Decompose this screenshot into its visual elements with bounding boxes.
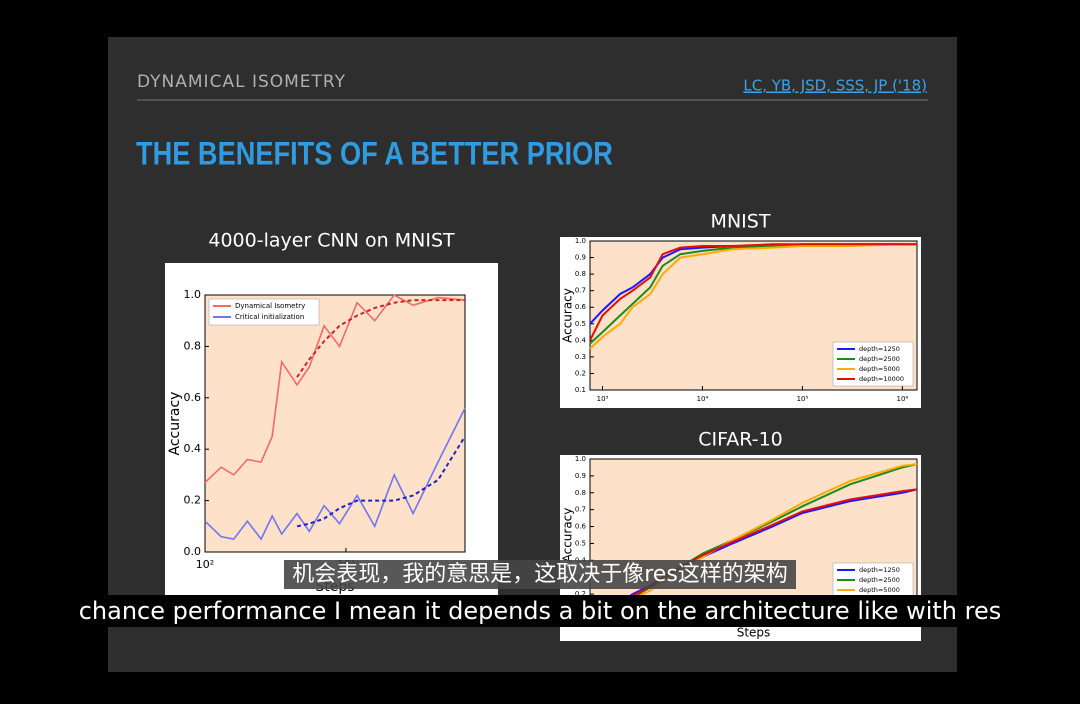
y-tick-label: 0.2	[575, 590, 586, 598]
legend-label: depth=1250	[859, 566, 900, 574]
legend-box	[208, 298, 320, 326]
x-tick-label: 10⁴	[697, 395, 709, 403]
y-tick-label: 0.9	[575, 472, 586, 480]
subtitle-zh: 机会表现，我的意思是，这取决于像res这样的架构	[0, 556, 1080, 589]
legend-label: depth=10000	[859, 375, 904, 383]
y-tick-label: 0.8	[184, 339, 202, 352]
legend-label: Dynamical Isometry	[235, 302, 305, 310]
y-tick-label: 0.5	[575, 539, 586, 547]
x-tick-label: 10³	[597, 395, 609, 403]
legend-label: depth=5000	[859, 365, 900, 373]
y-tick-label: 0.3	[575, 353, 586, 361]
series-line	[589, 243, 917, 350]
y-axis-label: Accuracy	[561, 288, 575, 343]
y-tick-label: 1.0	[184, 288, 202, 301]
x-tick-label: 10⁵	[797, 395, 809, 403]
y-tick-label: 1.0	[575, 237, 586, 245]
y-tick-label: 0.9	[575, 254, 586, 262]
plot-area	[204, 294, 466, 553]
x-axis-label: Steps	[737, 626, 771, 640]
legend-label: depth=1250	[859, 345, 900, 353]
y-axis-label: Accuracy	[167, 392, 183, 456]
y-tick-label: 0.7	[575, 506, 586, 514]
y-axis-label: Accuracy	[561, 508, 575, 563]
x-tick-label: 10⁶	[897, 395, 909, 403]
y-tick-label: 0.6	[184, 391, 202, 404]
series-line	[204, 293, 466, 484]
y-tick-label: 0.7	[575, 287, 586, 295]
y-tick-label: 0.4	[575, 336, 587, 344]
y-tick-label: 0.6	[575, 523, 587, 531]
y-tick-label: 0.2	[575, 369, 586, 377]
legend-label: depth=2500	[859, 355, 900, 363]
reference-link[interactable]: LC, YB, JSD, SSS, JP ('18)	[743, 77, 927, 95]
y-tick-label: 0.4	[184, 442, 202, 455]
legend-label: depth=5000	[859, 586, 900, 594]
chart-title: MNIST	[711, 211, 771, 233]
series-line	[204, 407, 466, 541]
x-tick-label: 10²	[196, 558, 214, 571]
subtitle-zh-text: 机会表现，我的意思是，这取决于像res这样的架构	[284, 560, 796, 589]
y-tick-label: 0.5	[575, 320, 586, 328]
y-tick-label: 0.8	[575, 489, 586, 497]
y-tick-label: 0.0	[184, 545, 202, 558]
chart-title: 4000-layer CNN on MNIST	[208, 230, 455, 252]
y-tick-label: 0.2	[184, 494, 202, 507]
y-tick-label: 0.8	[575, 270, 586, 278]
y-tick-label: 1.0	[575, 455, 586, 463]
legend-label: depth=2500	[859, 576, 900, 584]
section-label: DYNAMICAL ISOMETRY	[137, 72, 346, 92]
series-line	[589, 243, 917, 341]
legend-label: Critical initialization	[235, 313, 304, 321]
y-tick-label: 0.6	[575, 303, 587, 311]
slide-title: THE BENEFITS OF A BETTER PRIOR	[136, 136, 613, 172]
y-tick-label: 0.1	[575, 386, 586, 394]
subtitle-en: chance performance I mean it depends a b…	[0, 592, 1080, 630]
subtitle-en-text: chance performance I mean it depends a b…	[74, 595, 1006, 627]
chart-title: CIFAR-10	[698, 429, 783, 451]
